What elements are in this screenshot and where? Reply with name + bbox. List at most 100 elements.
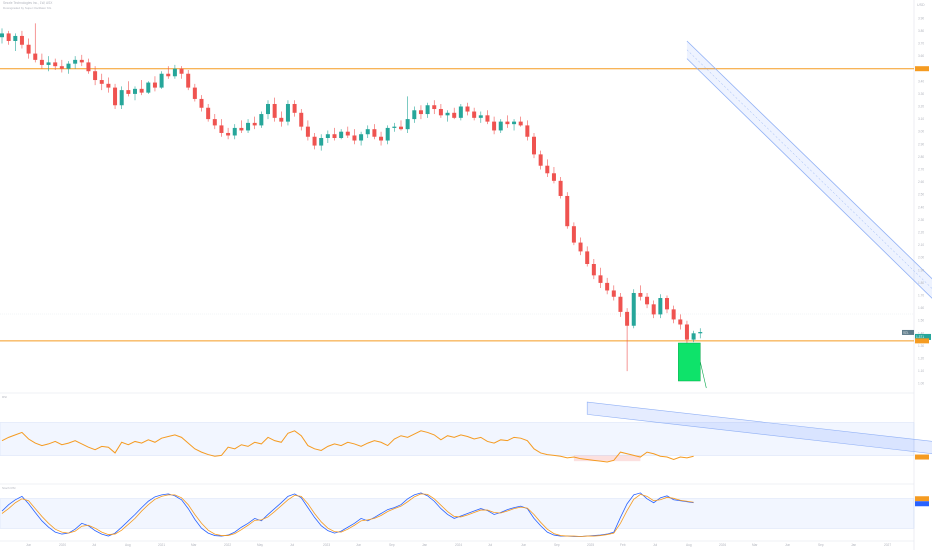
stoch-value-tag-1 [915,496,929,502]
stoch-value-tag-2 [915,501,929,507]
price-tick-label: 1.20 [918,357,924,361]
candle-body [532,136,536,155]
price-pane[interactable] [0,23,932,389]
candle-body [625,311,630,326]
candle-body [352,135,357,141]
candle-body [179,68,184,74]
candle-body [571,226,576,243]
time-tick-label: Jan [422,543,427,547]
candle-body [671,309,676,320]
candle-body [492,121,497,131]
time-tick-label: Jun [356,543,361,547]
candle-body [691,333,696,340]
candle-body [605,282,610,291]
candle-body [438,109,443,116]
rsi-channel-shape [586,401,932,454]
price-tick-label: 3.20 [918,105,924,109]
price-tick-label: 2.90 [918,142,924,146]
stoch-band-area [0,498,915,529]
stoch-rsi-pane[interactable] [0,492,915,537]
candle-body [93,71,98,81]
price-tick-label: 2.70 [918,168,924,172]
rsi-line-0 [1,430,694,463]
candle-body [558,180,563,196]
candle-body [226,132,231,136]
time-tick-label: Mar [752,543,758,547]
annotation-pointer [700,361,707,389]
candle-body [292,103,297,113]
candle-body [598,275,603,283]
rsi-channel[interactable] [573,401,932,464]
candle-body [59,66,64,69]
candle-body [19,35,24,45]
candle-body [545,165,550,174]
candle-body [684,324,689,340]
time-tick-label: 2020 [59,543,66,547]
price-tick-label: 2.50 [918,193,924,197]
candle-body [99,80,104,84]
time-tick-label: May [257,543,263,547]
candle-body [272,103,277,118]
candle-body [172,68,177,77]
price-axis[interactable]: 3.903.803.703.603.503.403.303.203.103.00… [902,16,931,507]
currency-label: USD [917,3,925,7]
price-tick-label: 1.60 [918,306,924,310]
candle-body [219,125,224,133]
annotations [678,342,707,389]
stoch-band [0,498,915,529]
candle-body [452,112,457,118]
candle-body [39,59,44,65]
candle-body [578,242,583,252]
candle-body [319,138,324,146]
rsi-value-tag [915,454,929,460]
candle-body [651,304,656,315]
price-tick-label: 1.80 [918,281,924,285]
price-tick-label: 3.60 [918,54,924,58]
chart-subtitle: Downgraded by Super Oscillator KG [3,6,52,10]
candle-body [658,298,663,315]
candle-body [139,88,144,93]
channel-upper-line [686,40,932,280]
rsi-pane[interactable] [0,401,932,464]
candle-body [698,332,703,334]
candle-body [252,122,257,126]
candle-body [525,125,530,137]
time-tick-label: Aug [125,543,131,547]
candle-body [266,103,270,115]
candle-body [472,111,477,118]
rsi-title: RSI [2,395,7,399]
candle-body [425,105,430,115]
candle-body [345,131,350,136]
horizontal-levels [0,68,914,342]
channel-mid-line [686,49,932,289]
candle-body [498,121,503,131]
candle-body [591,264,596,276]
candle-body [0,33,4,38]
price-tick-label: 3.30 [918,92,924,96]
price-tick-label: 2.10 [918,243,924,247]
candle-body [86,62,91,72]
downtrend-channel[interactable] [686,40,932,384]
price-tick-label: 2.30 [918,218,924,222]
level-tag-1 [915,338,929,344]
price-tick-label: 1.50 [918,319,924,323]
candle-body [645,296,650,305]
candle-body [305,126,310,137]
candle-body [33,53,38,60]
candle-body [13,35,18,41]
candle-body [325,134,330,138]
candle-body [359,134,364,141]
time-axis[interactable]: Jun 2020 Jul Aug 2021 Mar 2022 May Jul 2023 Jun Sep… [26,543,891,547]
rsi-band [0,422,915,456]
price-tick-label: 3.00 [918,130,924,134]
rsi-oversold-zone [573,455,641,462]
candle-body [259,114,264,126]
time-tick-label: Sep [389,543,395,547]
candle-body [312,136,317,146]
time-tick-label: Aug [686,543,692,547]
candle-body [465,106,470,112]
candle-body [199,98,204,108]
candle-body [458,106,463,118]
candle-body [53,62,58,67]
